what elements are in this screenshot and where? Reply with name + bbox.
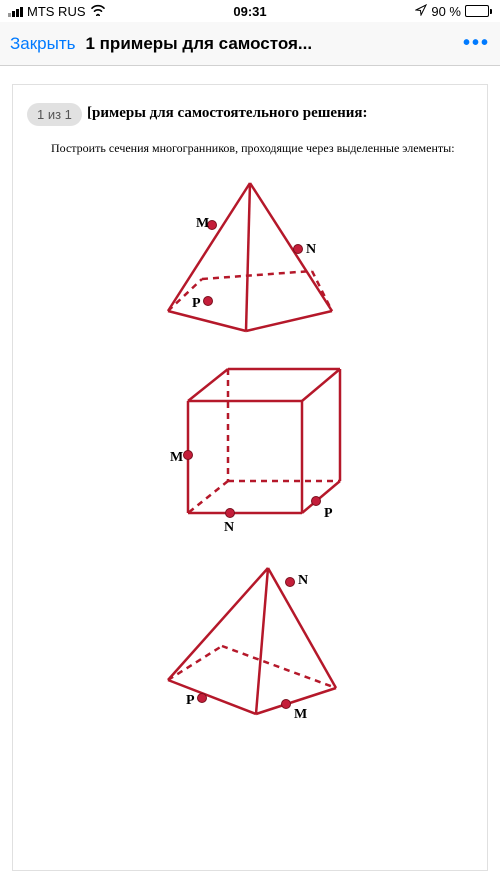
page-indicator: 1 из 1 xyxy=(27,103,82,126)
carrier-label: MTS RUS xyxy=(27,4,86,19)
status-bar: MTS RUS 09:31 90 % xyxy=(0,0,500,22)
svg-text:P: P xyxy=(186,693,195,708)
svg-text:M: M xyxy=(170,450,183,465)
figures-container: M N P M N P N P M xyxy=(29,171,471,726)
figure-cube: M N P xyxy=(140,351,360,546)
status-left: MTS RUS xyxy=(8,3,106,19)
svg-text:N: N xyxy=(224,520,234,535)
wifi-icon xyxy=(90,3,106,19)
svg-text:M: M xyxy=(196,216,209,231)
svg-text:M: M xyxy=(294,707,307,722)
status-time: 09:31 xyxy=(233,4,266,19)
svg-text:P: P xyxy=(192,296,201,311)
document-title: [римеры для самостоятельного решения: xyxy=(87,105,471,122)
svg-text:N: N xyxy=(306,242,316,257)
signal-icon xyxy=(8,6,23,17)
figure-pyramid-1: M N P xyxy=(140,171,360,341)
close-button[interactable]: Закрыть xyxy=(10,34,75,54)
battery-icon xyxy=(465,5,492,17)
battery-percent: 90 % xyxy=(431,4,461,19)
document-subtitle: Построить сечения многогранников, проход… xyxy=(51,140,471,157)
status-right: 90 % xyxy=(415,4,492,19)
svg-text:N: N xyxy=(298,573,308,588)
svg-text:P: P xyxy=(324,506,333,521)
nav-title: 1 примеры для самостоя... xyxy=(85,34,463,54)
location-icon xyxy=(415,4,427,19)
document-page: 1 из 1 [римеры для самостоятельного реше… xyxy=(12,84,488,871)
content-area[interactable]: 1 из 1 [римеры для самостоятельного реше… xyxy=(0,66,500,889)
more-button[interactable]: ••• xyxy=(463,32,490,55)
figure-pyramid-2: N P M xyxy=(140,556,360,726)
nav-bar: Закрыть 1 примеры для самостоя... ••• xyxy=(0,22,500,66)
